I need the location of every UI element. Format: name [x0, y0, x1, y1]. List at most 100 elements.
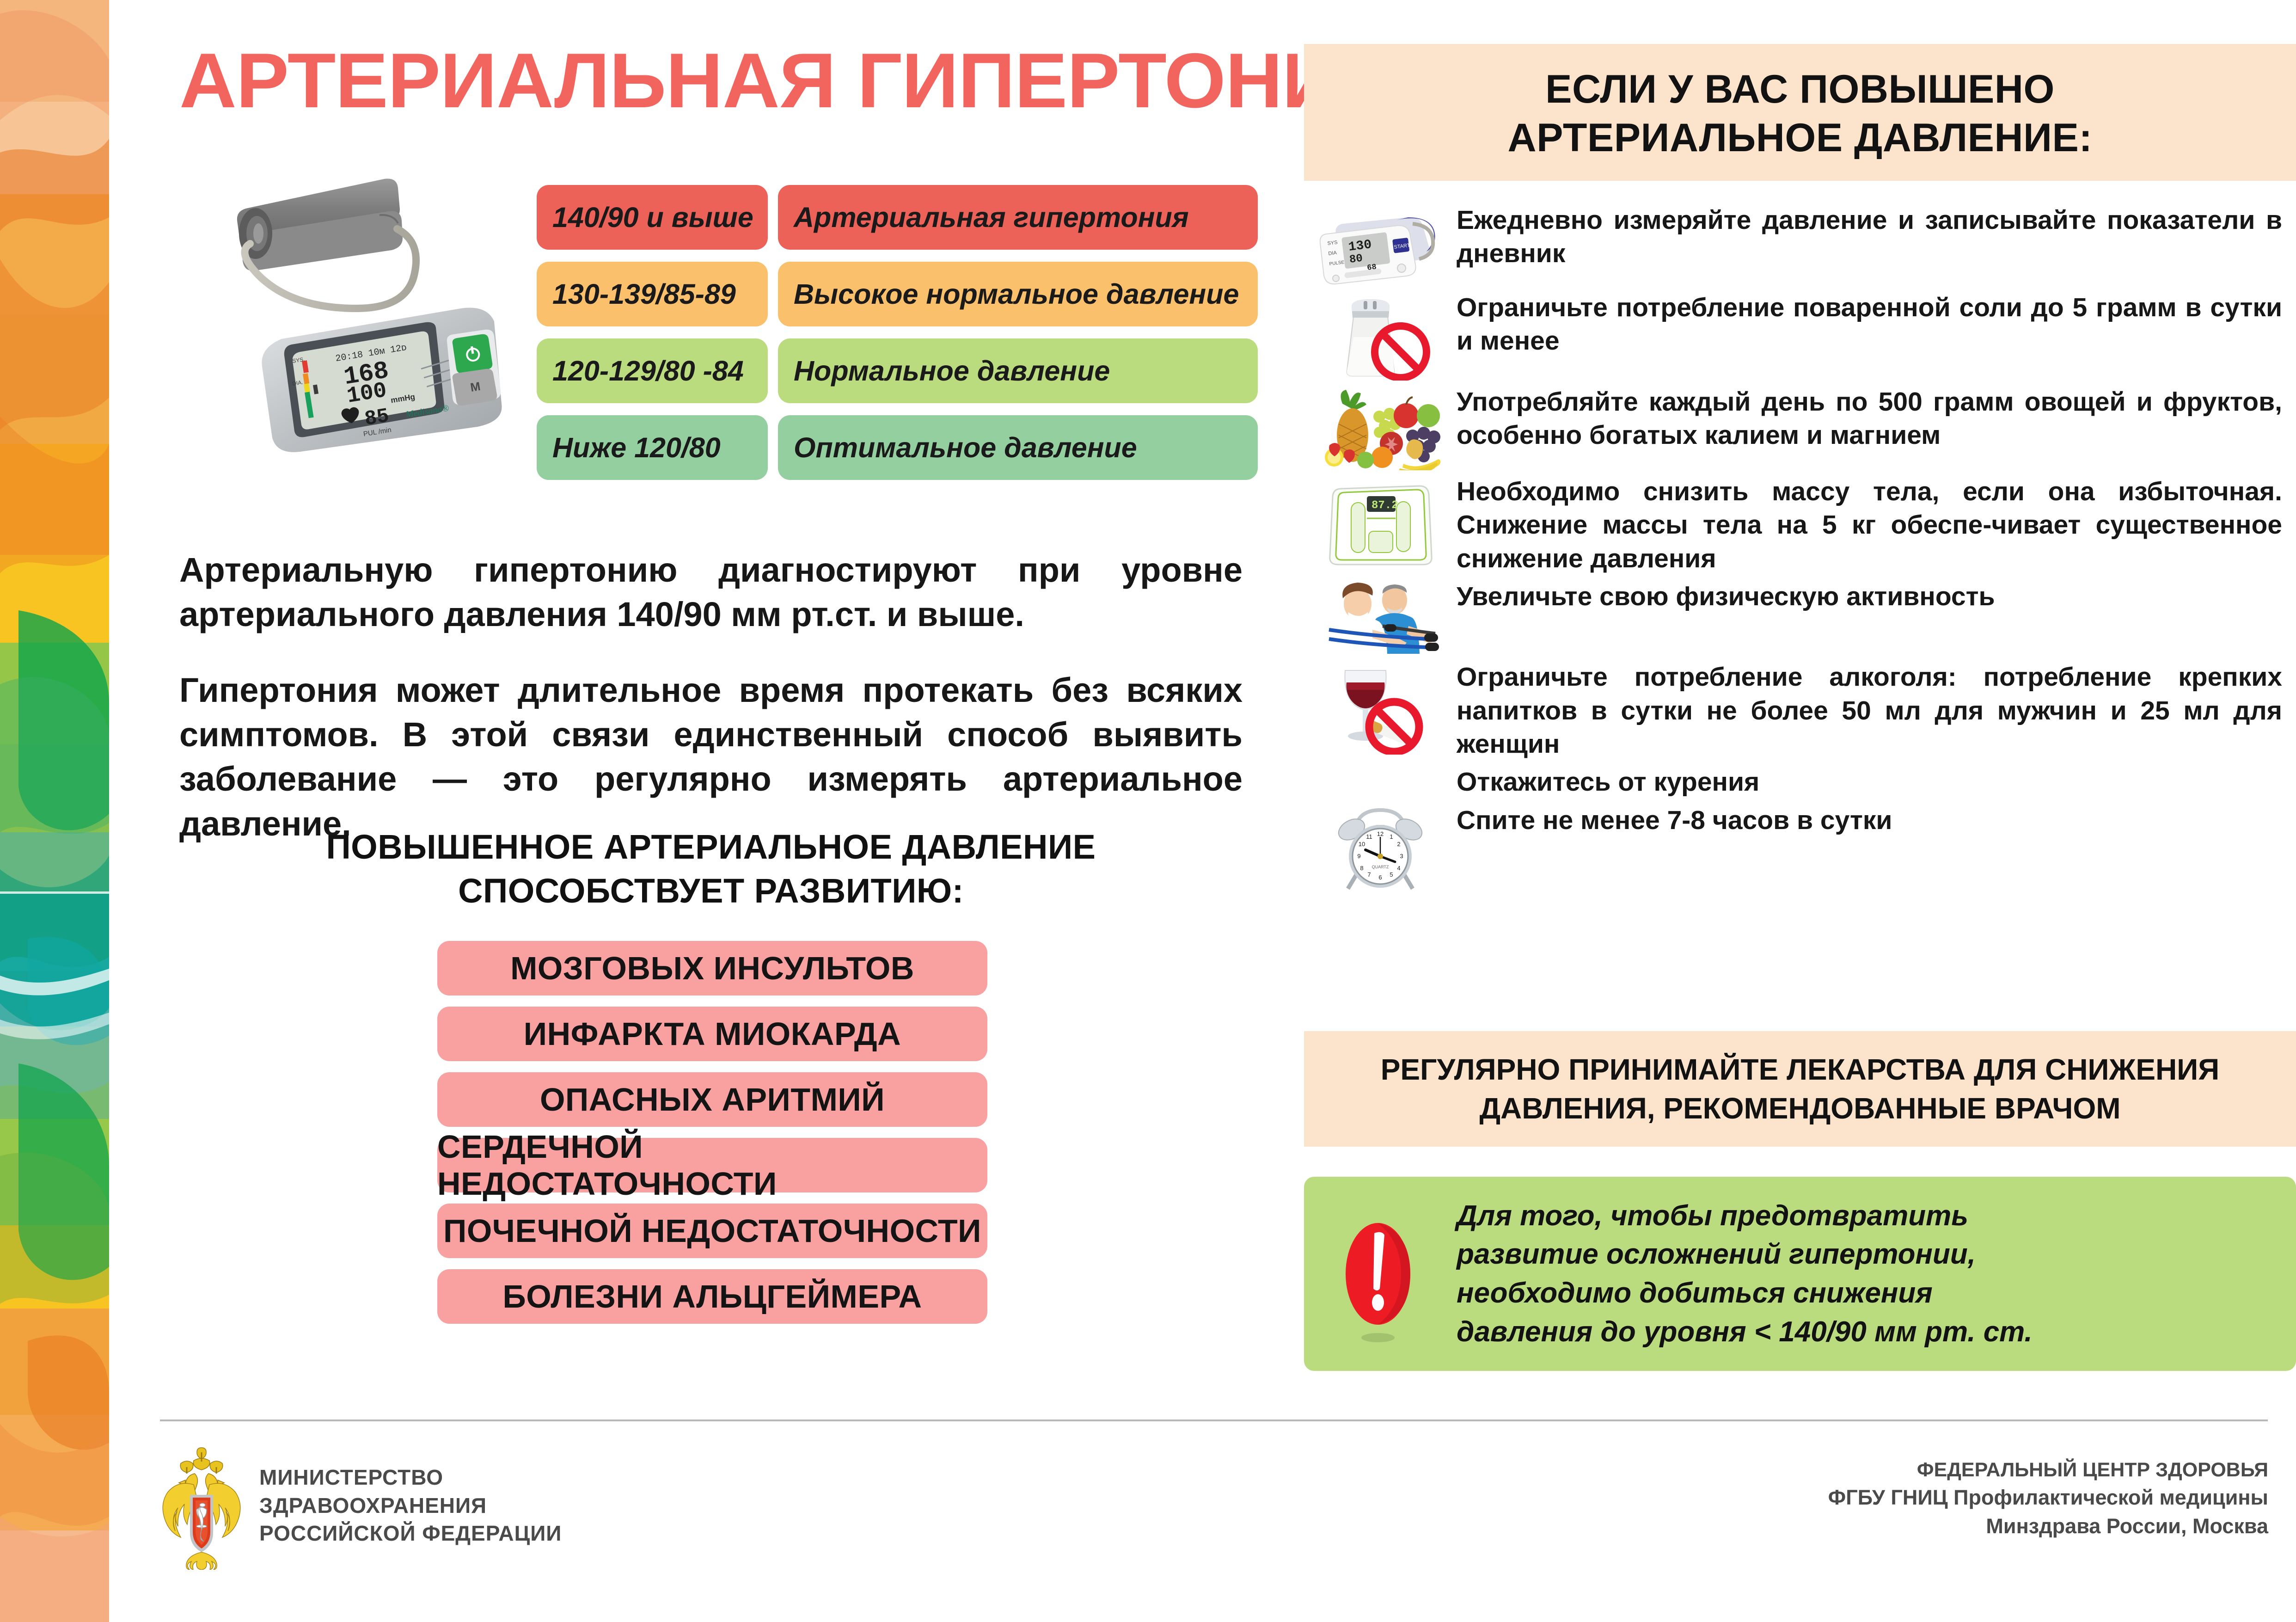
no-alcohol-icon: [1304, 660, 1457, 755]
publisher-line1: ФЕДЕРАЛЬНЫЙ ЦЕНТР ЗДОРОВЬЯ: [1916, 1459, 2268, 1481]
symptoms-paragraph: Гипертония может длительное время протек…: [179, 671, 1243, 843]
heart-icon: [341, 407, 359, 424]
table-row: 140/90 и выше Артериальная гипертония: [537, 185, 1258, 250]
list-item: МОЗГОВЫХ ИНСУЛЬТОВ: [437, 941, 987, 995]
list-item: ОПАСНЫХ АРИТМИЙ: [437, 1072, 987, 1127]
alert-line3: необходимо добиться снижения: [1457, 1277, 1933, 1309]
list-item: СЕРДЕЧНОЙ НЕДОСТАТОЧНОСТИ: [437, 1129, 987, 1202]
table-row: Ниже 120/80 Оптимальное давление: [537, 415, 1258, 480]
medicine-banner-line2: ДАВЛЕНИЯ, РЕКОМЕНДОВАННЫЕ ВРАЧОМ: [1479, 1092, 2121, 1125]
svg-text:DIA: DIA: [1328, 250, 1337, 257]
ministry-line3: РОССИЙСКОЙ ФЕДЕРАЦИИ: [259, 1521, 562, 1546]
ministry-emblem-icon: [158, 1445, 245, 1571]
svg-text:130: 130: [1347, 238, 1372, 255]
footer: МИНИСТЕРСТВО ЗДРАВООХРАНЕНИЯ РОССИЙСКОЙ …: [109, 1429, 2296, 1622]
memory-button-label: M: [469, 379, 481, 394]
bp-label-cell: Высокое нормальное давление: [778, 262, 1258, 326]
ministry-name: МИНИСТЕРСТВО ЗДРАВООХРАНЕНИЯ РОССИЙСКОЙ …: [259, 1463, 562, 1548]
list-item: БОЛЕЗНИ АЛЬЦГЕЙМЕРА: [437, 1269, 987, 1324]
bp-systolic-display: 168: [342, 357, 391, 392]
no-salt-icon: [1304, 291, 1457, 381]
svg-text:3: 3: [1400, 853, 1403, 860]
bp-range-cell: Ниже 120/80: [537, 415, 768, 480]
bp-cuff: [237, 178, 403, 271]
left-column: АРТЕРИАЛЬНАЯ ГИПЕРТОНИЯ: [160, 0, 1396, 1415]
svg-text:5: 5: [1390, 871, 1393, 878]
alert-line4: давления до уровня < 140/90 мм рт. ст.: [1457, 1315, 2033, 1348]
table-row: 120-129/80 -84 Нормальное давление: [537, 338, 1258, 403]
bp-sys-label: SYS.: [292, 356, 305, 364]
svg-text:4: 4: [1397, 865, 1400, 872]
recommendation-text: Употребляйте каждый день по 500 грамм ов…: [1457, 387, 2282, 450]
bp-classification-table: 140/90 и выше Артериальная гипертония 13…: [537, 185, 1258, 492]
svg-text:7: 7: [1367, 871, 1371, 878]
recommendation-text: Ограничьте потребление алкоголя: потребл…: [1457, 662, 2282, 759]
footer-divider: [160, 1419, 2268, 1421]
bp-body: SYS. DIA. 20:18 10м 12ᴅ 168 100 mmHg 85 …: [258, 307, 507, 460]
publisher-line2: ФГБУ ГНИЦ Профилактической медицины: [1828, 1486, 2268, 1510]
list-item: Ограничьте потребление поваренной соли д…: [1304, 291, 2296, 381]
svg-text:PULSE: PULSE: [1329, 260, 1345, 267]
list-item: Увеличьте свою физическую активность: [1304, 580, 2296, 656]
svg-text:10: 10: [1359, 841, 1365, 848]
bp-diastolic-display: 100: [345, 378, 389, 409]
blood-pressure-monitor-illustration: SYS. DIA. 20:18 10м 12ᴅ 168 100 mmHg 85 …: [204, 160, 523, 479]
recommendations-heading-line2: АРТЕРИАЛЬНОЕ ДАВЛЕНИЕ:: [1507, 115, 2093, 160]
bp-dia-label: DIA.: [292, 379, 303, 387]
bp-monitor-svg: SYS. DIA. 20:18 10м 12ᴅ 168 100 mmHg 85 …: [237, 178, 507, 460]
sidebar-pattern: [0, 0, 109, 1622]
exercise-couple-icon: [1304, 580, 1457, 656]
recommendation-text: Ежедневно измеряйте давление и записывай…: [1457, 205, 2282, 269]
svg-text:11: 11: [1366, 833, 1372, 840]
list-item: 130 80 68 SYS DIA PULSE START Ежедневно …: [1304, 203, 2296, 286]
page-title: АРТЕРИАЛЬНАЯ ГИПЕРТОНИЯ: [179, 37, 1396, 124]
complications-heading-line2: СПОСОБСТВУЕТ РАЗВИТИЮ:: [458, 871, 964, 910]
publisher-line3: Минздрава России, Москва: [1986, 1514, 2268, 1538]
medicine-banner-line1: РЕГУЛЯРНО ПРИНИМАЙТЕ ЛЕКАРСТВА ДЛЯ СНИЖЕ…: [1380, 1052, 2220, 1086]
fruits-vegetables-icon: [1304, 385, 1457, 470]
bp-label-cell: Артериальная гипертония: [778, 185, 1258, 250]
svg-text:12: 12: [1377, 830, 1384, 837]
bp-label-cell: Оптимальное давление: [778, 415, 1258, 480]
complications-list: МОЗГОВЫХ ИНСУЛЬТОВ ИНФАРКТА МИОКАРДА ОПА…: [437, 941, 987, 1335]
memory-button: [452, 369, 497, 406]
svg-text:SYS: SYS: [1327, 240, 1338, 246]
bp-pulse-display: 85: [363, 405, 391, 431]
complications-heading-line1: ПОВЫШЕННОЕ АРТЕРИАЛЬНОЕ ДАВЛЕНИЕ: [326, 828, 1096, 866]
publisher-info: ФЕДЕРАЛЬНЫЙ ЦЕНТР ЗДОРОВЬЯ ФГБУ ГНИЦ Про…: [1828, 1456, 2268, 1540]
list-item: Употребляйте каждый день по 500 грамм ов…: [1304, 385, 2296, 470]
ministry-line2: ЗДРАВООХРАНЕНИЯ: [259, 1493, 487, 1518]
complications-heading: ПОВЫШЕННОЕ АРТЕРИАЛЬНОЕ ДАВЛЕНИЕ СПОСОБС…: [179, 825, 1243, 913]
svg-text:87.2: 87.2: [1371, 499, 1398, 512]
list-item: ПОЧЕЧНОЙ НЕДОСТАТОЧНОСТИ: [437, 1204, 987, 1258]
svg-text:9: 9: [1357, 853, 1360, 860]
svg-text:2: 2: [1397, 841, 1400, 848]
bp-range-cell: 120-129/80 -84: [537, 338, 768, 403]
recommendations-list: 130 80 68 SYS DIA PULSE START Ежедневно …: [1304, 203, 2296, 898]
recommendation-text: Ограничьте потребление поваренной соли д…: [1457, 293, 2282, 356]
bp-label-cell: Нормальное давление: [778, 338, 1258, 403]
svg-text:START: START: [1394, 243, 1411, 250]
diagnosis-paragraph: Артериальную гипертонию диагностируют пр…: [179, 551, 1243, 634]
exclamation-mark-icon: [1304, 1204, 1457, 1343]
recommendation-text: Спите не менее 7-8 часов в сутки: [1457, 805, 1892, 835]
bp-buttons[interactable]: M: [447, 329, 501, 406]
no-smoking-icon: [1304, 765, 1457, 767]
recommendations-heading-line1: ЕСЛИ У ВАС ПОВЫШЕНО: [1545, 67, 2055, 111]
list-item: Откажитесь от курения: [1304, 765, 2296, 799]
bp-range-cell: 130-139/85-89: [537, 262, 768, 326]
alert-line1: Для того, чтобы предотвратить: [1457, 1199, 1969, 1232]
svg-text:1: 1: [1390, 833, 1393, 840]
svg-text:80: 80: [1349, 252, 1364, 266]
table-row: 130-139/85-89 Высокое нормальное давлени…: [537, 262, 1258, 326]
recommendations-heading: ЕСЛИ У ВАС ПОВЫШЕНО АРТЕРИАЛЬНОЕ ДАВЛЕНИ…: [1304, 44, 2296, 181]
svg-text:6: 6: [1378, 874, 1382, 881]
medicine-banner: РЕГУЛЯРНО ПРИНИМАЙТЕ ЛЕКАРСТВА ДЛЯ СНИЖЕ…: [1304, 1031, 2296, 1147]
recommendation-text: Откажитесь от курения: [1457, 767, 1760, 797]
alert-text: Для того, чтобы предотвратить развитие о…: [1457, 1197, 2296, 1352]
blood-pressure-monitor-icon: 130 80 68 SYS DIA PULSE START: [1304, 203, 1457, 286]
decorative-sidebar: [0, 0, 109, 1622]
alert-line2: развитие осложнений гипертонии,: [1457, 1238, 1976, 1271]
weight-scale-icon: 87.2: [1304, 475, 1457, 569]
